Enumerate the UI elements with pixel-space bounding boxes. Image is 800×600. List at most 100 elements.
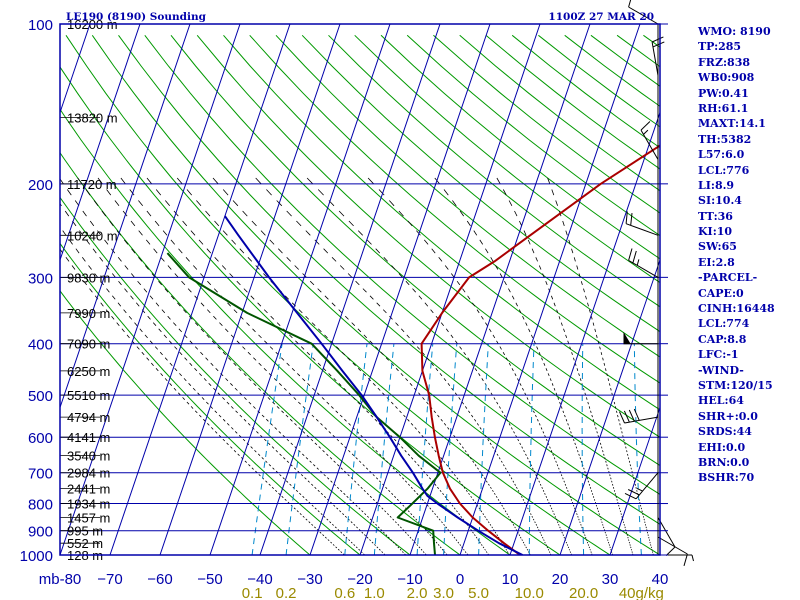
mixing-ratio-label: 0.2: [276, 585, 297, 600]
mixing-ratio-line: [528, 343, 535, 555]
stat-item: BSHR:70: [698, 471, 755, 485]
height-label: 10240 m: [67, 228, 118, 243]
moist-adiabat-line: [212, 177, 531, 555]
mixing-ratio-label: 20.0: [569, 585, 598, 600]
isotherm-line: [309, 24, 491, 555]
stat-item: SRDS:44: [698, 425, 752, 439]
dewpoint-profile-line: [166, 252, 442, 555]
stat-item: LCL:776: [698, 163, 750, 177]
wind-barb: [657, 536, 688, 567]
isotherm-line: [409, 24, 591, 555]
stat-item: CAPE:0: [698, 286, 744, 300]
dry-adiabat-line: [301, 34, 660, 333]
moist-adiabat-line: [255, 177, 552, 555]
dry-adiabat-line: [328, 34, 660, 308]
stat-item: LCL:774: [698, 317, 750, 331]
height-label: 2441 m: [67, 482, 110, 497]
dry-adiabat-line: [60, 290, 311, 555]
dry-adiabat-line: [380, 34, 660, 260]
stat-item: RH:61.1: [698, 101, 749, 115]
height-label: 7990 m: [67, 306, 110, 321]
height-label: 9830 m: [67, 270, 110, 285]
temperature-tick-label: 30: [602, 571, 619, 588]
stat-item: WMO: 8190: [698, 25, 771, 38]
stat-item: CINH:16448: [698, 302, 775, 316]
sounding-profiles: [166, 144, 660, 555]
isotherm-line: [359, 24, 541, 555]
pressure-tick-label: 400: [28, 337, 53, 354]
isotherm-line: [609, 405, 660, 555]
height-label: 4141 m: [67, 430, 110, 445]
mixing-ratio-label: 2.0: [407, 585, 428, 600]
temperature-tick-label: −40: [247, 571, 272, 588]
dry-adiabat-line: [118, 35, 660, 525]
dry-adiabat-line: [354, 34, 660, 284]
temperature-tick-label: mb-80: [39, 571, 82, 588]
dry-adiabat-line: [144, 34, 660, 495]
stat-item: WB0:908: [698, 71, 755, 85]
wind-barb: [657, 517, 676, 556]
pressure-tick-label: 600: [28, 430, 53, 447]
temperature-profile-line: [420, 144, 660, 555]
wind-barb: [640, 121, 659, 160]
wind-barb-column: [619, 0, 694, 567]
dry-adiabat-line: [170, 34, 660, 467]
stat-item: PW:0.41: [698, 86, 749, 100]
temperature-tick-label: 10: [502, 571, 519, 588]
stat-item: BRN:0.0: [698, 455, 750, 469]
stat-item: SI:10.4: [698, 194, 742, 208]
moist-adiabat-line: [60, 248, 345, 555]
pressure-tick-label: 900: [28, 524, 53, 541]
height-label: 6250 m: [67, 364, 110, 379]
stat-item: LI:8.9: [698, 178, 735, 192]
temperature-tick-label: −50: [197, 571, 222, 588]
dry-adiabat-line: [223, 34, 660, 411]
stat-item: CAP:8.8: [698, 332, 747, 346]
isotherm-line: [60, 24, 241, 555]
stat-item: -PARCEL-: [698, 271, 758, 285]
stat-item: MAXT:14.1: [698, 117, 766, 131]
moist-adiabat-line: [120, 177, 469, 555]
mixing-ratio-label: 0.1: [242, 585, 263, 600]
moist-adiabat-line: [77, 177, 427, 555]
height-label: 13820 m: [67, 111, 118, 126]
wind-barb: [625, 211, 659, 236]
isobar-isotherm-grid: [60, 24, 660, 555]
stat-item: FRZ:838: [698, 55, 751, 69]
dry-adiabat-line: [196, 34, 660, 438]
stat-item: SW:65: [698, 240, 737, 254]
wind-barb: [628, 0, 659, 25]
temperature-tick-label: 20: [552, 571, 569, 588]
stat-item: HEL:64: [698, 394, 744, 408]
stat-item: EHI:0.0: [698, 440, 746, 454]
plot-frame: [59, 23, 661, 556]
mixing-ratio-line: [373, 343, 395, 555]
wind-barb: [658, 554, 694, 562]
dry-adiabats: [60, 34, 660, 555]
stat-item: KI:10: [698, 225, 733, 239]
height-label: 7090 m: [67, 337, 110, 352]
isotherm-line: [509, 110, 660, 555]
mixing-ratio-lines: [251, 343, 642, 555]
mixing-ratio-label: 1.0: [364, 585, 385, 600]
isotherm-line: [259, 24, 441, 555]
mixing-ratio-label: 40g/kg: [619, 585, 664, 600]
temperature-tick-label: −10: [397, 571, 422, 588]
pressure-tick-label: 1000: [20, 548, 53, 565]
mixing-ratio-line: [581, 343, 585, 555]
sounding-indices-panel: WMO: 8190 TP:285 FRZ:838 WB0:908 PW:0.41 RH:6…: [698, 24, 798, 486]
stat-item: SHR+:0.0: [698, 409, 758, 423]
wind-barb: [619, 408, 659, 424]
isotherm-line: [209, 24, 391, 555]
isotherm-line: [109, 24, 291, 555]
station-title: LE190 (8190) Sounding: [66, 11, 207, 23]
dry-adiabat-line: [249, 34, 660, 384]
pressure-tick-label: 700: [28, 466, 53, 483]
temperature-tick-label: 40: [652, 571, 669, 588]
moist-adiabat-line: [434, 177, 613, 555]
height-label: 3540 m: [67, 449, 110, 464]
wind-barb: [628, 248, 659, 278]
valid-time: 1100Z 27 MAR 20: [548, 11, 654, 23]
